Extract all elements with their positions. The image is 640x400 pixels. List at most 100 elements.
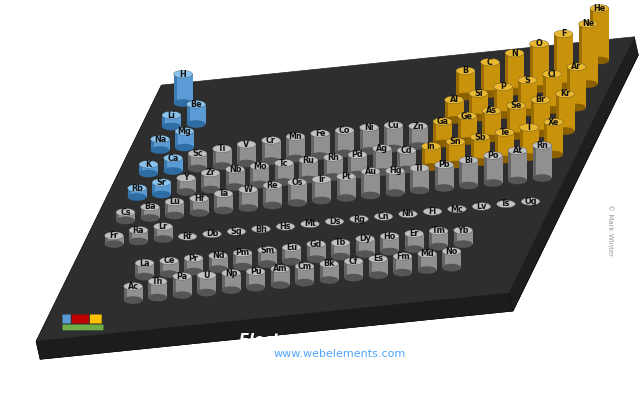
Ellipse shape — [237, 140, 256, 148]
Polygon shape — [410, 168, 413, 190]
Polygon shape — [360, 128, 363, 151]
Ellipse shape — [225, 166, 244, 173]
Polygon shape — [124, 286, 127, 300]
Text: Cu: Cu — [388, 121, 399, 130]
Ellipse shape — [104, 232, 124, 240]
Ellipse shape — [532, 174, 552, 182]
Polygon shape — [508, 150, 511, 180]
Text: Tm: Tm — [431, 226, 445, 236]
Ellipse shape — [312, 176, 331, 183]
Polygon shape — [418, 254, 436, 270]
Polygon shape — [493, 87, 497, 115]
Polygon shape — [393, 256, 396, 273]
Polygon shape — [282, 248, 285, 262]
Polygon shape — [493, 87, 513, 115]
Polygon shape — [543, 74, 561, 110]
Ellipse shape — [331, 253, 350, 260]
Ellipse shape — [531, 130, 550, 137]
Polygon shape — [310, 134, 330, 156]
Ellipse shape — [124, 282, 143, 290]
Ellipse shape — [590, 57, 609, 64]
Ellipse shape — [233, 249, 252, 257]
Ellipse shape — [348, 171, 367, 178]
Polygon shape — [36, 37, 634, 341]
Polygon shape — [299, 160, 302, 180]
Ellipse shape — [250, 162, 269, 170]
Polygon shape — [212, 149, 216, 166]
Ellipse shape — [397, 166, 416, 173]
Ellipse shape — [173, 99, 193, 107]
Ellipse shape — [127, 193, 147, 201]
Polygon shape — [579, 24, 582, 84]
Text: Tb: Tb — [335, 238, 346, 247]
Polygon shape — [271, 269, 290, 285]
Polygon shape — [139, 164, 158, 174]
Polygon shape — [286, 136, 289, 158]
Ellipse shape — [337, 194, 355, 202]
Ellipse shape — [299, 156, 318, 164]
Text: Np: Np — [225, 268, 237, 278]
Text: Zr: Zr — [205, 168, 216, 178]
Ellipse shape — [429, 227, 448, 235]
Ellipse shape — [518, 76, 537, 84]
Polygon shape — [221, 273, 225, 290]
Polygon shape — [209, 256, 212, 269]
Polygon shape — [323, 158, 327, 177]
Polygon shape — [307, 244, 310, 259]
Ellipse shape — [214, 207, 233, 214]
Polygon shape — [189, 198, 209, 213]
Ellipse shape — [282, 244, 301, 251]
Ellipse shape — [221, 286, 241, 294]
Text: Os: Os — [291, 178, 303, 187]
Polygon shape — [104, 236, 108, 244]
Text: Mg: Mg — [178, 127, 191, 136]
Ellipse shape — [325, 218, 344, 225]
Text: © Mark Winter: © Mark Winter — [607, 204, 613, 256]
Text: Lu: Lu — [169, 197, 180, 206]
Text: Bi: Bi — [464, 156, 473, 165]
Ellipse shape — [286, 155, 305, 162]
Polygon shape — [544, 122, 563, 154]
Polygon shape — [433, 122, 436, 144]
Ellipse shape — [154, 223, 173, 230]
Text: Xe: Xe — [548, 118, 559, 127]
Polygon shape — [250, 166, 253, 184]
Ellipse shape — [323, 154, 342, 161]
Ellipse shape — [150, 135, 170, 143]
Polygon shape — [148, 281, 152, 298]
Polygon shape — [275, 163, 278, 182]
Polygon shape — [152, 182, 171, 194]
Polygon shape — [335, 130, 354, 154]
Polygon shape — [442, 251, 445, 268]
Ellipse shape — [129, 226, 148, 234]
Ellipse shape — [554, 30, 573, 38]
Ellipse shape — [286, 133, 305, 140]
Text: Ge: Ge — [461, 112, 473, 120]
Text: Er: Er — [410, 229, 419, 238]
Text: Rn: Rn — [536, 141, 548, 150]
Text: Si: Si — [474, 89, 483, 98]
Polygon shape — [543, 74, 546, 110]
Ellipse shape — [356, 250, 374, 258]
Text: Rb: Rb — [131, 184, 143, 193]
Ellipse shape — [531, 96, 550, 104]
Text: www.webelements.com: www.webelements.com — [274, 349, 406, 359]
Polygon shape — [418, 254, 421, 270]
Ellipse shape — [178, 233, 197, 240]
Ellipse shape — [543, 106, 561, 114]
Ellipse shape — [116, 217, 135, 224]
Ellipse shape — [483, 152, 502, 159]
Ellipse shape — [141, 203, 159, 211]
Polygon shape — [495, 132, 499, 160]
Polygon shape — [275, 163, 294, 182]
Polygon shape — [393, 256, 412, 273]
Ellipse shape — [482, 107, 501, 114]
Text: Pu: Pu — [250, 267, 261, 276]
Ellipse shape — [385, 167, 404, 175]
Ellipse shape — [374, 213, 393, 220]
Ellipse shape — [282, 258, 301, 266]
Polygon shape — [532, 146, 552, 178]
Text: Og: Og — [524, 197, 537, 206]
Polygon shape — [385, 171, 389, 193]
Polygon shape — [299, 160, 318, 180]
